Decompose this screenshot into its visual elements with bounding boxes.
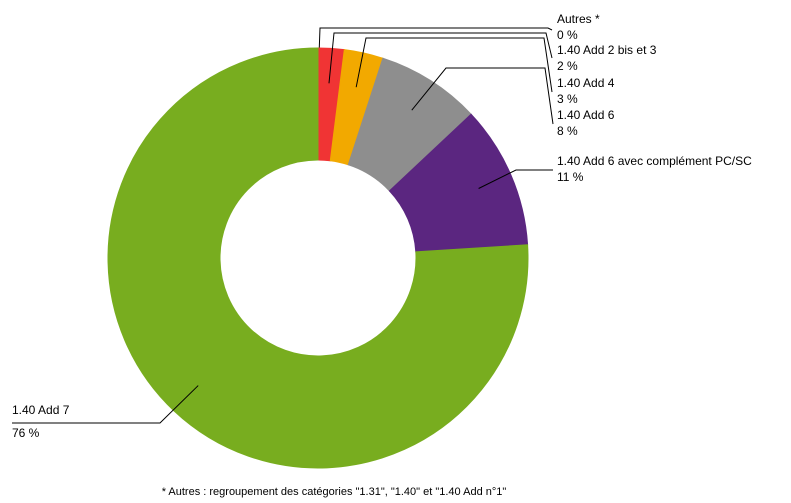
slice-label: Autres * (557, 12, 600, 26)
donut-slice (107, 47, 529, 469)
slice-label: 1.40 Add 7 (12, 403, 70, 417)
leader-line (411, 67, 554, 125)
leader-line (12, 385, 199, 424)
slice-label: 1.40 Add 6 avec complément PC/SC (557, 154, 752, 168)
slice-label: 1.40 Add 2 bis et 3 (557, 43, 657, 57)
slice-value-label: 2 % (557, 59, 578, 73)
slice-value-label: 8 % (557, 124, 578, 138)
leader-line (355, 37, 553, 93)
slice-value-label: 76 % (12, 426, 40, 440)
footnote: * Autres : regroupement des catégories "… (162, 486, 507, 498)
leader-line (328, 32, 553, 84)
slice-value-label: 0 % (557, 28, 578, 42)
slice-label: 1.40 Add 4 (557, 76, 615, 90)
slice-value-label: 11 % (557, 170, 584, 184)
leader-line (478, 169, 553, 189)
slice-label: 1.40 Add 6 (557, 108, 615, 122)
slice-value-label: 3 % (557, 92, 578, 106)
